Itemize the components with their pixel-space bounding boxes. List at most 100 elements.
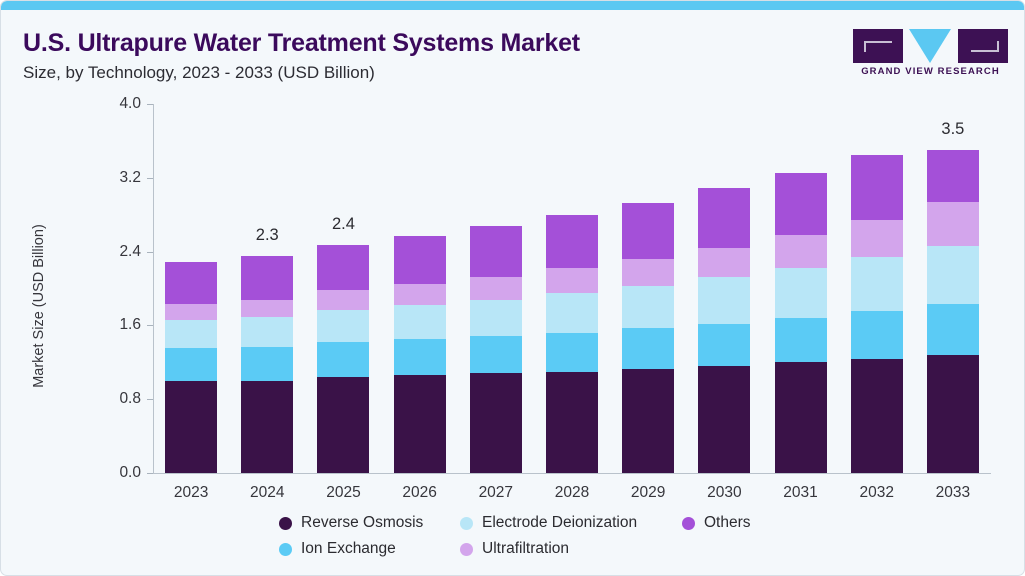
bar-segment[interactable] [241,299,294,318]
stacked-bar[interactable] [926,150,979,473]
legend-item[interactable]: Ion Exchange [279,540,396,558]
bar-segment[interactable] [469,276,522,300]
x-axis-tick-label: 2028 [554,484,590,501]
bar-segment[interactable] [393,283,446,306]
stacked-bar[interactable] [241,256,294,473]
bar-segment[interactable] [165,304,218,320]
bar-segment[interactable] [850,257,903,311]
bar-segment[interactable] [241,346,294,381]
bar-segment[interactable] [926,150,979,202]
bar-segment[interactable] [317,309,370,343]
bar-segment[interactable] [926,201,979,247]
bar-slot[interactable] [762,104,838,473]
bar-segment[interactable] [393,305,446,340]
bar-total-label: 2.4 [331,215,355,234]
legend-item[interactable]: Ultrafiltration [460,540,569,558]
bar-slot[interactable] [382,104,458,473]
bar-segment[interactable] [469,225,522,277]
bar-segment[interactable] [698,247,751,278]
bar-segment[interactable] [850,358,903,473]
bar-slot[interactable] [229,104,305,473]
bar-segment[interactable] [774,362,827,473]
y-axis-tick-mark [147,399,154,401]
bar-segment[interactable] [926,304,979,355]
stacked-bar[interactable] [622,202,675,473]
bar-segment[interactable] [622,259,675,286]
bar-segment[interactable] [926,354,979,473]
bar-segment[interactable] [393,235,446,284]
bar-segment[interactable] [469,299,522,337]
x-axis-tick-label: 2029 [630,484,666,501]
y-axis-tick-label: 4.0 [119,95,141,112]
bar-segment[interactable] [165,319,218,348]
legend-item[interactable]: Others [682,514,751,532]
stacked-bar[interactable] [469,225,522,473]
bar-segment[interactable] [241,256,294,300]
bar-segment[interactable] [317,377,370,473]
x-axis-tick-label: 2026 [402,484,437,501]
bar-segment[interactable] [317,290,370,310]
bar-segment[interactable] [622,202,675,260]
bar-segment[interactable] [850,310,903,359]
bar-segment[interactable] [165,261,218,305]
bar-slot[interactable] [153,104,229,473]
bar-slot[interactable] [305,104,381,473]
stacked-bar[interactable] [850,154,903,473]
logo-mark [853,29,1008,63]
bar-slot[interactable] [458,104,534,473]
y-axis-tick-mark [147,104,154,105]
stacked-bar[interactable] [165,261,218,473]
bar-segment[interactable] [317,342,370,378]
bar-segment[interactable] [469,373,522,473]
bar-slot[interactable] [534,104,610,473]
y-axis-tick-label: 0.8 [119,390,141,408]
bar-segment[interactable] [317,245,370,291]
bar-segment[interactable] [774,268,827,319]
logo-corner-left-icon [864,41,892,52]
legend-item-label: Ultrafiltration [482,540,569,557]
bar-segment[interactable] [622,285,675,329]
bar-segment[interactable] [165,347,218,381]
bar-segment[interactable] [850,220,903,258]
bar-segment[interactable] [545,293,598,333]
bar-segment[interactable] [926,246,979,305]
legend-color-swatch-icon [682,516,695,530]
stacked-bar[interactable] [393,235,446,473]
bar-segment[interactable] [698,187,751,248]
bar-segment[interactable] [469,336,522,374]
stacked-bar[interactable] [317,245,370,473]
bar-segment[interactable] [545,268,598,294]
bar-segment[interactable] [393,339,446,376]
logo-wordmark: GRAND VIEW RESEARCH [861,66,1000,77]
y-axis-line [153,104,154,473]
stacked-bar[interactable] [545,214,598,473]
bar-segment[interactable] [165,380,218,473]
bar-segment[interactable] [850,154,903,221]
bar-segment[interactable] [698,323,751,366]
bar-segment[interactable] [241,317,294,347]
bar-slot[interactable] [915,104,991,473]
bar-slot[interactable] [839,104,915,473]
grand-view-research-logo: GRAND VIEW RESEARCH [853,29,1008,81]
bar-segment[interactable] [545,214,598,269]
bar-slot[interactable] [610,104,686,473]
bar-segment[interactable] [545,371,598,473]
bar-segment[interactable] [774,235,827,269]
bar-segment[interactable] [545,332,598,372]
legend-color-swatch-icon [279,542,292,556]
legend-item[interactable]: Reverse Osmosis [279,514,423,532]
bar-segment[interactable] [774,318,827,363]
bar-segment[interactable] [698,277,751,324]
bar-segment[interactable] [698,366,751,473]
x-axis-tick-label: 2023 [173,484,209,501]
bar-segment[interactable] [774,173,827,236]
bar-segment[interactable] [622,368,675,473]
bar-segment[interactable] [241,380,294,473]
stacked-bar[interactable] [698,187,751,473]
bar-segment[interactable] [393,375,446,473]
legend-item[interactable]: Electrode Deionization [460,514,637,532]
bar-segment[interactable] [622,328,675,369]
bar-slot[interactable] [686,104,762,473]
stacked-bar[interactable] [774,173,827,473]
